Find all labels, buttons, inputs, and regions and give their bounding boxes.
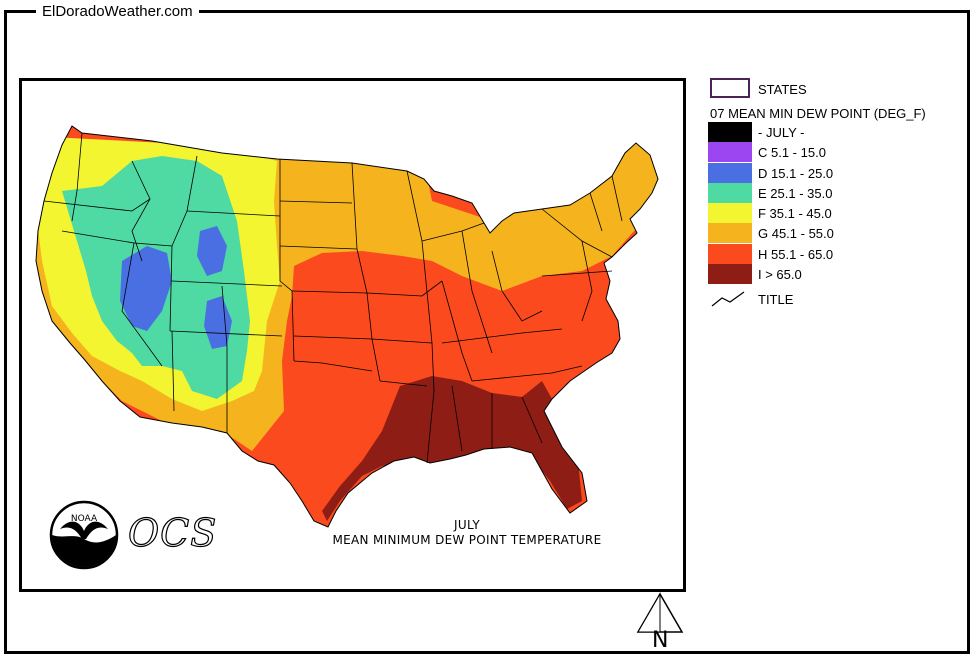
legend-swatch-g <box>708 223 752 244</box>
state-boundaries <box>43 132 623 464</box>
outer-frame <box>4 10 970 654</box>
legend-swatch-d <box>708 162 752 183</box>
legend-label: H 55.1 - 65.0 <box>758 246 834 262</box>
caption-month: JULY <box>454 518 480 532</box>
north-label: N <box>652 628 669 653</box>
ocs-logo-text: OCS <box>127 510 218 555</box>
legend-label: I > 65.0 <box>758 267 802 283</box>
caption-title: MEAN MINIMUM DEW POINT TEMPERATURE <box>332 533 602 547</box>
us-dew-point-map <box>35 125 659 528</box>
legend-swatch-h <box>708 243 752 264</box>
legend-swatch-i <box>708 264 752 285</box>
legend-label: C 5.1 - 15.0 <box>758 145 826 161</box>
legend-label: E 25.1 - 35.0 <box>758 185 833 201</box>
legend-title: 07 MEAN MIN DEW POINT (DEG_F) <box>710 106 926 121</box>
legend-swatch-july <box>708 122 752 142</box>
legend-title-label: TITLE <box>758 292 794 307</box>
us-outline <box>35 125 659 528</box>
zone-d-wyoming <box>197 226 227 276</box>
title-line-icon <box>711 291 745 307</box>
map-caption: JULY MEAN MINIMUM DEW POINT TEMPERATURE <box>312 518 622 548</box>
legend-label: - JULY - <box>758 125 805 140</box>
zone-i <box>322 376 582 521</box>
legend-label: G 45.1 - 55.0 <box>758 226 834 242</box>
legend-label: D 15.1 - 25.0 <box>758 165 834 181</box>
zone-d-nevada <box>120 246 172 331</box>
legend-swatch-e <box>708 182 752 203</box>
legend-title-row: TITLE <box>708 290 908 310</box>
states-label: STATES <box>758 82 807 97</box>
site-title: ElDoradoWeather.com <box>36 2 199 22</box>
map-panel: NOAA OCS JULY MEAN MINIMUM DEW POINT TEM… <box>19 78 686 592</box>
states-swatch <box>710 78 750 98</box>
legend-swatch-f <box>708 203 752 224</box>
legend-swatch-c <box>708 142 752 163</box>
zone-d-colorado <box>204 296 232 349</box>
noaa-logo: NOAA <box>49 500 119 570</box>
legend-label: F 35.1 - 45.0 <box>758 206 832 222</box>
noaa-logo-text: NOAA <box>71 514 98 524</box>
north-arrow-icon <box>636 592 684 633</box>
